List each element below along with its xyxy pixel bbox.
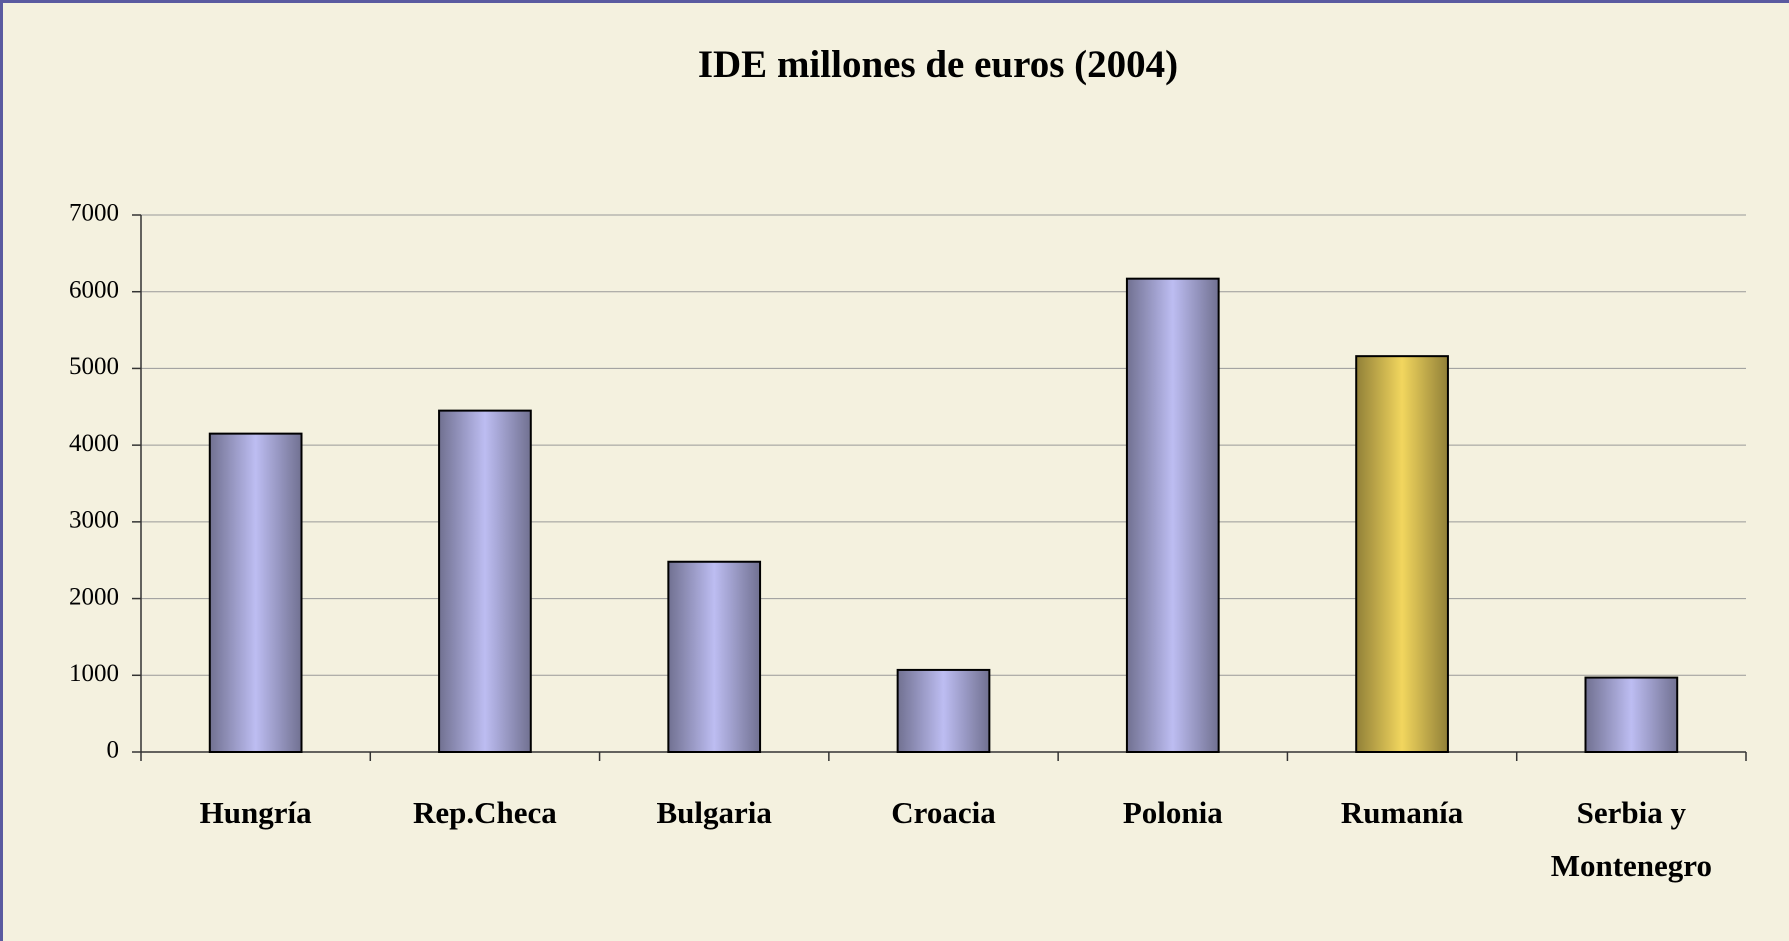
bar [1584,676,1679,754]
chart-title: IDE millones de euros (2004) [698,43,1178,86]
bar [438,409,532,753]
y-tick-label: 7000 [69,200,119,227]
y-tick-label: 4000 [69,430,119,457]
x-tick-label: Polonia [1122,795,1223,830]
x-tick-label: Rep.Checa [413,795,557,830]
x-tick-label: Rumanía [1340,795,1464,830]
bar [1355,355,1449,753]
y-tick-label: 5000 [69,353,119,380]
y-tick-label: 6000 [69,276,119,303]
x-tick-label: Serbia y Montenegro [1550,795,1712,883]
x-tick-label: Bulgaria [656,795,772,830]
y-tick-label: 3000 [69,507,119,534]
bar [896,668,991,753]
bar [208,432,303,753]
y-tick-label: 0 [107,737,120,764]
x-tick-label: Croacia [891,795,996,830]
bar [667,560,762,754]
y-tick-label: 1000 [69,660,119,687]
y-tick-label: 2000 [69,583,119,610]
bar [1125,277,1220,753]
x-tick-label: Hungría [199,795,312,830]
